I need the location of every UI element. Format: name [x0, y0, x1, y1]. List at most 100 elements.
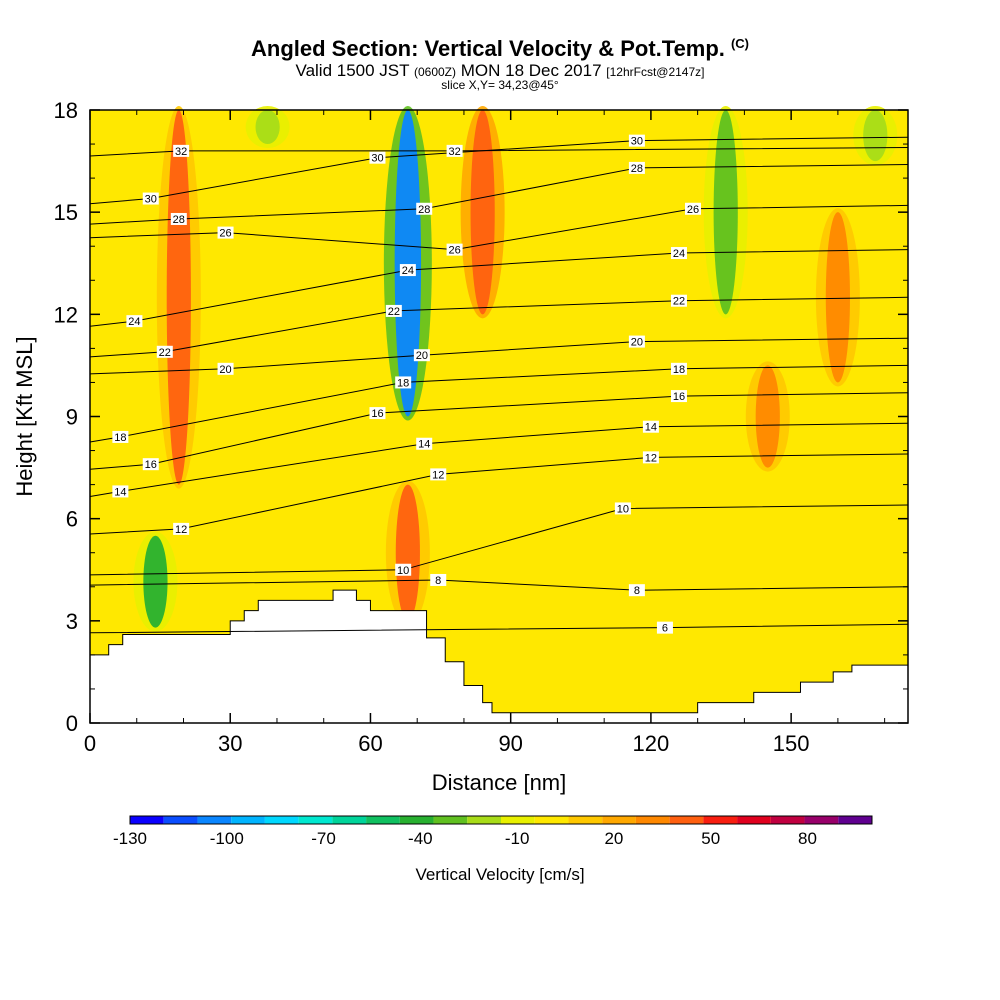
theta-label-bg-29	[628, 335, 645, 348]
theta-label-4: 24	[128, 316, 140, 328]
theta-label-27: 24	[673, 248, 685, 260]
theta-label-bg-13	[416, 202, 433, 215]
colorbar-swatch-6	[332, 816, 367, 824]
theta-label-6: 20	[219, 364, 231, 376]
theta-label-1: 30	[145, 194, 157, 206]
theta-label-24: 30	[631, 136, 643, 148]
y-tick-label-4: 12	[54, 302, 78, 327]
x-tick-label-2: 60	[358, 731, 382, 756]
theta-label-bg-36	[656, 621, 673, 634]
theta-label-bg-28	[670, 294, 687, 307]
theta-label-11: 30	[371, 153, 383, 165]
theta-label-bg-5	[156, 345, 173, 358]
theta-contour-10	[89, 504, 909, 576]
theta-label-bg-30	[670, 362, 687, 375]
theta-label-12: 32	[448, 146, 460, 158]
y-tick-label-5: 15	[54, 200, 78, 225]
velocity-feature-updraft-0	[166, 109, 191, 485]
theta-label-34: 10	[617, 503, 629, 515]
theta-label-23: 8	[435, 575, 441, 587]
chart-title: Angled Section: Vertical Velocity & Pot.…	[0, 36, 1000, 62]
theta-label-bg-31	[670, 390, 687, 403]
theta-label-21: 12	[432, 469, 444, 481]
colorbar-tick-label-0: -130	[113, 829, 147, 848]
x-axis-label: Distance [nm]	[432, 770, 567, 795]
theta-label-bg-7	[112, 430, 129, 443]
theta-label-bg-15	[399, 264, 416, 277]
x-tick-label-5: 150	[773, 731, 810, 756]
theta-label-bg-10	[173, 522, 190, 535]
theta-contour-8	[89, 579, 909, 591]
subtitle-valid: Valid 1500 JST	[295, 61, 410, 80]
theta-label-bg-3	[217, 226, 234, 239]
theta-label-bg-11	[369, 151, 386, 164]
theta-label-bg-8	[142, 458, 159, 471]
theta-label-30: 18	[673, 364, 685, 376]
theta-label-3: 26	[219, 228, 231, 240]
theta-label-bg-24	[628, 134, 645, 147]
theta-label-bg-32	[642, 420, 659, 433]
theta-label-18: 18	[397, 377, 409, 389]
colorbar-swatch-11	[501, 816, 535, 824]
theta-label-2: 28	[173, 214, 185, 226]
theta-label-29: 20	[631, 337, 643, 349]
theta-label-bg-0	[173, 144, 190, 157]
colorbar-swatch-18	[737, 816, 771, 824]
velocity-feature-downdraft-5	[713, 110, 738, 315]
velocity-feature-updraft-2	[470, 110, 495, 315]
colorbar-swatch-0	[130, 816, 164, 824]
colorbar-label: Vertical Velocity [cm/s]	[415, 865, 584, 884]
subtitle-forecast: [12hrFcst@2147z]	[606, 65, 705, 79]
colorbar-swatch-14	[602, 816, 636, 824]
theta-label-14: 26	[448, 245, 460, 257]
colorbar-tick-label-6: 50	[701, 829, 720, 848]
theta-label-7: 18	[114, 432, 126, 444]
theta-label-17: 20	[416, 350, 428, 362]
velocity-feature-downdraft-1	[394, 110, 422, 417]
velocity-feature-downdraft-7	[255, 110, 280, 145]
velocity-feature-updraft-9	[755, 365, 780, 468]
colorbar-swatch-12	[534, 816, 569, 824]
y-tick-label-3: 9	[66, 405, 78, 430]
theta-label-31: 16	[673, 391, 685, 403]
theta-label-bg-14	[446, 243, 463, 256]
theta-label-13: 28	[418, 204, 430, 216]
colorbar-swatch-9	[433, 816, 468, 824]
theta-label-8: 16	[145, 459, 157, 471]
theta-label-0: 32	[175, 146, 187, 158]
colorbar-tick-label-7: 80	[798, 829, 817, 848]
colorbar-swatch-13	[568, 816, 603, 824]
chart-title-text: Angled Section: Vertical Velocity & Pot.…	[251, 36, 725, 61]
colorbar-swatch-1	[163, 816, 198, 824]
terrain-mask	[89, 589, 909, 724]
theta-label-bg-19	[369, 407, 386, 420]
velocity-field	[90, 105, 908, 723]
colorbar-swatch-7	[366, 816, 400, 824]
colorbar-tick-label-3: -40	[408, 829, 433, 848]
colorbar-swatch-5	[298, 816, 333, 824]
x-tick-label-4: 120	[633, 731, 670, 756]
x-tick-label-3: 90	[498, 731, 522, 756]
theta-label-32: 14	[645, 422, 657, 434]
slice-info: slice X,Y= 34,23@45°	[441, 78, 559, 92]
theta-label-bg-20	[416, 437, 433, 450]
theta-label-10: 12	[175, 524, 187, 536]
colorbar-swatch-3	[231, 816, 265, 824]
colorbar-swatch-19	[770, 816, 805, 824]
theta-contour-32	[89, 147, 909, 157]
theta-label-bg-12	[446, 144, 463, 157]
theta-label-bg-21	[430, 468, 447, 481]
velocity-feature-downdraft-6	[863, 110, 888, 162]
chart-subtitle: Valid 1500 JST (0600Z) MON 18 Dec 2017 […	[0, 61, 1000, 81]
colorbar-swatch-4	[264, 816, 299, 824]
velocity-feature-updraft-3	[395, 484, 420, 621]
x-tick-label-0: 0	[84, 731, 96, 756]
velocity-feature-downdraft-4	[143, 535, 168, 628]
theta-label-35: 8	[634, 585, 640, 597]
theta-label-15: 24	[402, 265, 414, 277]
theta-label-bg-17	[413, 349, 430, 362]
theta-label-bg-27	[670, 247, 687, 260]
colorbar-swatch-8	[399, 816, 434, 824]
chart-title-units: (C)	[730, 36, 749, 51]
